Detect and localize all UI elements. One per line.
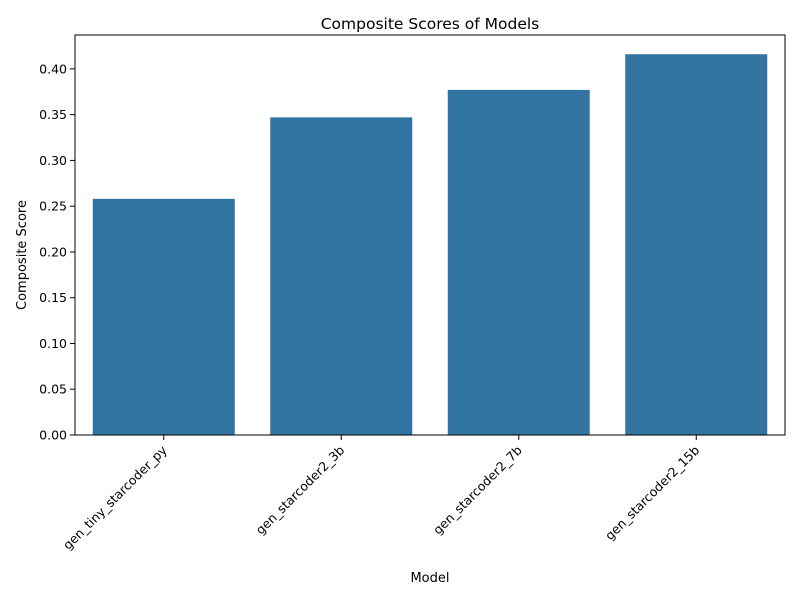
x-axis-label: Model: [410, 571, 449, 586]
chart-title: Composite Scores of Models: [321, 15, 540, 33]
bar-gen_starcoder2_15b: [625, 54, 768, 435]
bars-group: [92, 54, 768, 436]
y-tick-label: 0.30: [39, 153, 67, 168]
y-tick-label: 0.00: [39, 428, 67, 443]
y-tick-label: 0.35: [39, 107, 67, 122]
bar-gen_tiny_starcoder_py: [92, 198, 235, 435]
y-tick-label: 0.25: [39, 199, 67, 214]
y-tick-label: 0.10: [39, 336, 67, 351]
y-tick-label: 0.20: [39, 244, 67, 259]
y-axis-label: Composite Score: [15, 200, 30, 310]
y-axis: 0.00 0.05 0.10 0.15 0.20 0.25 0.30 0.35 0.40: [39, 61, 75, 443]
y-tick-label: 0.05: [39, 382, 67, 397]
bar-gen_starcoder2_3b: [270, 117, 413, 436]
plot-frame: [74, 34, 786, 436]
y-tick-label: 0.15: [39, 290, 67, 305]
bar-gen_starcoder2_7b: [447, 89, 590, 435]
y-tick-label: 0.40: [39, 61, 67, 76]
